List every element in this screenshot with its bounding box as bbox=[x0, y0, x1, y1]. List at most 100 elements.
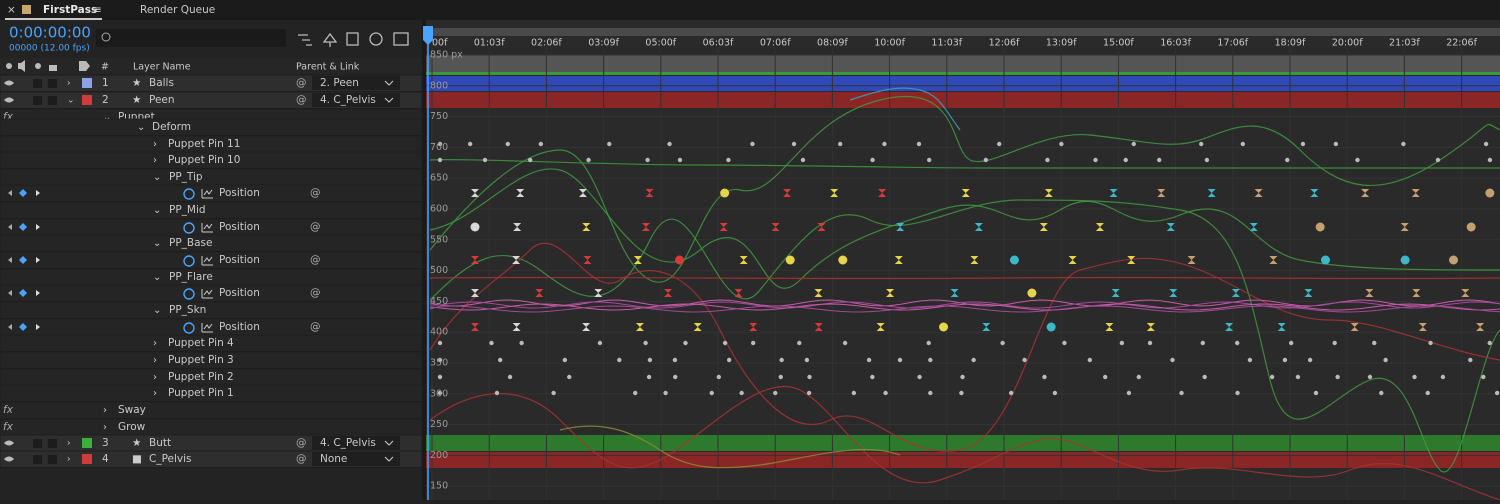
switch[interactable] bbox=[48, 79, 57, 88]
keyframe[interactable] bbox=[1428, 340, 1433, 346]
keyframe[interactable] bbox=[791, 141, 797, 147]
stopwatch[interactable] bbox=[183, 255, 195, 267]
switch[interactable] bbox=[33, 96, 42, 105]
keyframe[interactable] bbox=[507, 374, 513, 380]
keyframe[interactable] bbox=[1440, 374, 1446, 380]
keyframe[interactable] bbox=[1307, 357, 1313, 363]
graph-icon[interactable] bbox=[201, 223, 213, 233]
keyframe[interactable] bbox=[814, 323, 823, 331]
keyframe[interactable] bbox=[494, 390, 500, 396]
keyframe[interactable] bbox=[982, 323, 991, 331]
keyframe[interactable] bbox=[471, 289, 479, 297]
keyframe[interactable] bbox=[1485, 188, 1495, 198]
parent-dropdown[interactable] bbox=[312, 93, 400, 107]
keyframe[interactable] bbox=[1372, 340, 1377, 346]
keyframe[interactable] bbox=[1494, 390, 1500, 396]
keyframe[interactable] bbox=[838, 255, 848, 265]
keyframe[interactable] bbox=[1300, 141, 1306, 147]
keyframe[interactable] bbox=[1483, 141, 1489, 147]
keyframe[interactable] bbox=[497, 357, 503, 363]
pickwhip[interactable]: @ bbox=[296, 437, 307, 449]
keyframe[interactable] bbox=[1254, 189, 1263, 197]
timecode[interactable]: 0:00:00:00 bbox=[9, 24, 91, 42]
twirl[interactable]: ⌄ bbox=[67, 96, 75, 106]
keyframe[interactable] bbox=[1481, 374, 1486, 380]
layer-name[interactable]: Peen bbox=[149, 94, 175, 106]
layer-name[interactable]: C_Pelvis bbox=[149, 453, 192, 465]
twirl[interactable]: ⌄ bbox=[153, 205, 161, 216]
pickwhip[interactable]: @ bbox=[296, 453, 307, 465]
expression-pickwhip[interactable]: @ bbox=[310, 187, 321, 199]
keyframe[interactable] bbox=[779, 357, 784, 363]
expression-pickwhip[interactable]: @ bbox=[310, 287, 321, 299]
keyframe[interactable] bbox=[1269, 374, 1275, 380]
graph-icon[interactable] bbox=[201, 289, 213, 299]
keyframe[interactable] bbox=[633, 256, 642, 264]
keyframe[interactable] bbox=[719, 223, 728, 231]
keyframe[interactable] bbox=[807, 374, 812, 380]
keyframe[interactable] bbox=[896, 223, 905, 231]
keyframe[interactable] bbox=[883, 390, 888, 396]
keyframe[interactable] bbox=[567, 374, 572, 380]
keyframe[interactable] bbox=[1126, 390, 1132, 396]
keyframe[interactable] bbox=[1240, 141, 1246, 147]
keyframe[interactable] bbox=[519, 340, 524, 346]
keyframe[interactable] bbox=[1449, 255, 1459, 265]
keyframe[interactable] bbox=[578, 189, 587, 197]
keyframe[interactable] bbox=[646, 374, 652, 380]
keyframe[interactable] bbox=[960, 374, 965, 380]
keyframe[interactable] bbox=[1169, 289, 1178, 297]
keyframe[interactable] bbox=[641, 223, 650, 231]
keyframe[interactable] bbox=[939, 322, 949, 332]
keyframe[interactable] bbox=[804, 357, 810, 363]
twirl[interactable]: › bbox=[153, 155, 157, 166]
keyframe[interactable] bbox=[1367, 374, 1373, 380]
keyframe[interactable] bbox=[800, 157, 806, 163]
keyframe[interactable] bbox=[562, 357, 568, 363]
parent-value[interactable]: None bbox=[320, 453, 347, 465]
keyframe[interactable] bbox=[1105, 323, 1114, 331]
keyframe[interactable] bbox=[1288, 340, 1294, 346]
graph-icon[interactable] bbox=[201, 256, 213, 266]
keyframe[interactable] bbox=[773, 390, 778, 396]
keyframe[interactable] bbox=[1008, 390, 1014, 396]
keyframe[interactable] bbox=[870, 157, 875, 163]
keyframe[interactable] bbox=[1202, 374, 1207, 380]
keyframe[interactable] bbox=[1247, 357, 1253, 363]
keyframe[interactable] bbox=[1225, 323, 1234, 331]
keyframe[interactable] bbox=[1127, 256, 1136, 264]
keyframe[interactable] bbox=[971, 357, 976, 363]
keyframe[interactable] bbox=[1207, 189, 1216, 197]
expression-pickwhip[interactable]: @ bbox=[310, 221, 321, 233]
keyframe[interactable] bbox=[1235, 390, 1240, 396]
label-color[interactable] bbox=[82, 454, 92, 464]
keyframe[interactable] bbox=[677, 157, 683, 163]
keyframe[interactable] bbox=[527, 157, 533, 163]
keyframe[interactable] bbox=[961, 189, 970, 197]
keyframe[interactable] bbox=[586, 157, 591, 163]
keyframe[interactable] bbox=[1095, 223, 1104, 231]
keyframe[interactable] bbox=[1119, 340, 1125, 346]
keyframe[interactable] bbox=[582, 323, 591, 331]
keyframe[interactable] bbox=[1487, 157, 1493, 163]
keyframe[interactable] bbox=[471, 189, 479, 197]
keyframe[interactable] bbox=[1269, 256, 1278, 264]
group-name[interactable]: Sway bbox=[118, 404, 146, 416]
keyframe[interactable] bbox=[1131, 141, 1136, 147]
layer-name[interactable]: Butt bbox=[149, 437, 171, 449]
keyframe[interactable] bbox=[1039, 223, 1048, 231]
keyframe[interactable] bbox=[726, 157, 731, 163]
keyframe[interactable] bbox=[594, 289, 603, 297]
keyframe[interactable] bbox=[783, 189, 792, 197]
twirl[interactable]: › bbox=[103, 422, 107, 433]
twirl[interactable]: › bbox=[153, 388, 157, 399]
twirl[interactable]: ⌄ bbox=[103, 112, 111, 123]
keyframe[interactable] bbox=[997, 141, 1002, 147]
keyframe[interactable] bbox=[1062, 340, 1067, 346]
keyframe[interactable] bbox=[886, 289, 895, 297]
keyframe[interactable] bbox=[1400, 223, 1409, 231]
keyframe[interactable] bbox=[739, 390, 744, 396]
keyframe[interactable] bbox=[437, 157, 443, 163]
keyframe[interactable] bbox=[513, 223, 522, 231]
keyframe[interactable] bbox=[734, 289, 743, 297]
